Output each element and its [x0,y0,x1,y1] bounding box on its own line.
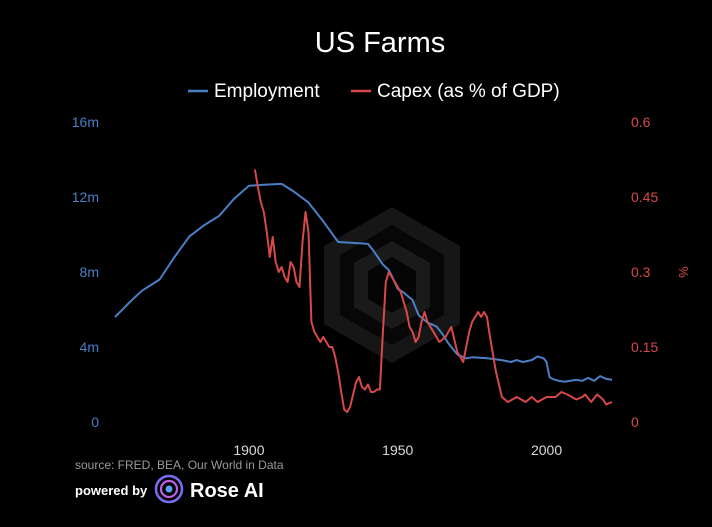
y-right-tick-label: 0.6 [631,114,651,130]
y-left-tick-label: 0 [91,414,99,430]
x-tick-label: 2000 [531,442,562,458]
x-tick-label: 1950 [382,442,413,458]
source-note: source: FRED, BEA, Our World in Data [75,458,284,472]
x-tick-label: 1900 [233,442,264,458]
y-right-tick-label: 0.15 [631,339,658,355]
y-right-tick-label: 0.3 [631,264,651,280]
watermark-logo [324,207,460,363]
x-axis: 1900 1950 2000 [233,442,562,458]
y-left-tick-label: 16m [72,114,99,130]
y-right-tick-label: 0.45 [631,189,658,205]
series-line-employment [114,182,613,383]
y-axis-right-label: % [676,266,691,278]
y-left-tick-label: 4m [80,339,99,355]
y-axis-right: 0 0.15 0.3 0.45 0.6 [631,114,658,430]
y-axis-left: 0 4m 8m 12m 16m [72,114,99,430]
powered-by-label: powered by [75,483,148,498]
chart-title: US Farms [315,27,446,59]
y-left-tick-label: 8m [80,264,99,280]
legend-label-capex: Capex (as % of GDP) [377,81,560,102]
y-left-tick-label: 12m [72,189,99,205]
series-line-capex [253,169,613,413]
y-right-tick-label: 0 [631,414,639,430]
legend-label-employment: Employment [214,81,320,102]
rose-ai-logo-icon [154,474,184,504]
brand-name: Rose AI [190,480,264,502]
legend: Employment Capex (as % of GDP) [188,81,560,102]
